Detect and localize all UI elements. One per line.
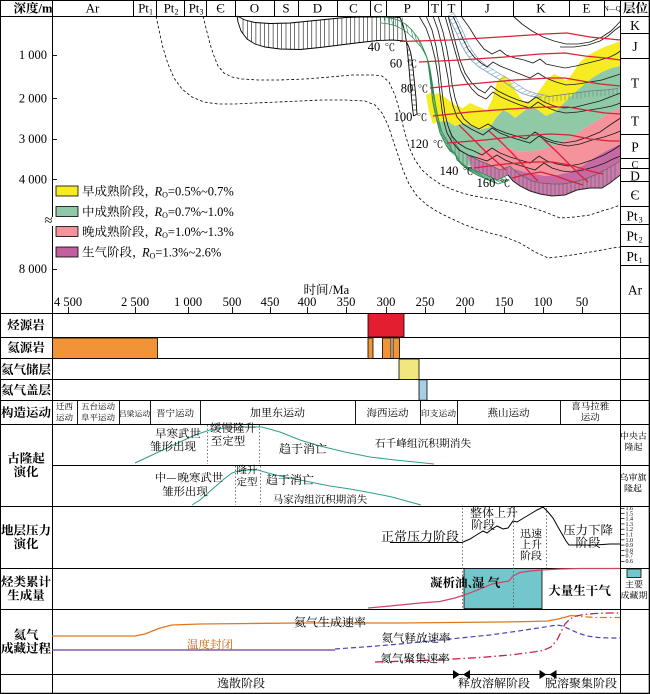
svg-text:Pt: Pt <box>626 249 638 264</box>
svg-text:T: T <box>631 76 640 91</box>
svg-text:E: E <box>583 1 591 16</box>
svg-text:0.7: 0.7 <box>626 554 634 560</box>
svg-text:P: P <box>631 140 639 155</box>
svg-text:RO=1.0%~1.3%: RO=1.0%~1.3% <box>154 225 234 240</box>
svg-text:1.3: 1.3 <box>626 522 634 528</box>
svg-text:J: J <box>632 39 637 54</box>
svg-text:RO=0.5%~0.7%: RO=0.5%~0.7% <box>154 185 234 200</box>
svg-text:100: 100 <box>534 295 553 309</box>
svg-text:450: 450 <box>261 295 280 309</box>
svg-text:1 000: 1 000 <box>174 295 202 309</box>
svg-text:T: T <box>631 114 640 129</box>
svg-text:4 500: 4 500 <box>54 295 82 309</box>
svg-text:D: D <box>630 169 640 184</box>
svg-text:≈: ≈ <box>44 213 52 229</box>
svg-text:Ar: Ar <box>628 283 643 298</box>
svg-text:80: 80 <box>401 82 414 96</box>
svg-text:1: 1 <box>149 8 153 17</box>
svg-text:0.8: 0.8 <box>626 548 634 554</box>
svg-text:/m: /m <box>38 2 53 16</box>
svg-text:400: 400 <box>298 295 317 309</box>
svg-text:3: 3 <box>639 216 643 225</box>
svg-text:Pt: Pt <box>626 229 638 244</box>
svg-text:1.5: 1.5 <box>626 511 634 517</box>
svg-text:0.9: 0.9 <box>626 543 634 549</box>
svg-text:O: O <box>250 1 259 16</box>
svg-text:60: 60 <box>390 57 403 71</box>
svg-text:K: K <box>536 1 546 16</box>
svg-text:150: 150 <box>495 295 514 309</box>
svg-text:2 000: 2 000 <box>19 92 47 106</box>
svg-text:3 000: 3 000 <box>19 132 47 146</box>
svg-text:T: T <box>448 1 456 16</box>
svg-text:350: 350 <box>337 295 356 309</box>
svg-text:8 000: 8 000 <box>19 262 47 276</box>
svg-text:2: 2 <box>639 236 643 245</box>
svg-text:1.0: 1.0 <box>626 538 634 544</box>
svg-text:50: 50 <box>576 295 589 309</box>
svg-text:160: 160 <box>477 176 496 190</box>
svg-text:C: C <box>631 160 638 171</box>
svg-text:Pt: Pt <box>138 1 149 16</box>
svg-text:Ar: Ar <box>86 1 100 16</box>
svg-text:120: 120 <box>410 137 429 151</box>
svg-text:1.1: 1.1 <box>626 533 634 539</box>
svg-text:1.2: 1.2 <box>626 527 634 533</box>
svg-text:3: 3 <box>200 8 204 17</box>
svg-text:T: T <box>431 1 439 16</box>
svg-text:200: 200 <box>456 295 475 309</box>
svg-text:Є: Є <box>631 188 640 203</box>
svg-text:RO=0.7%~1.0%: RO=0.7%~1.0% <box>154 205 234 220</box>
svg-text:RO=1.3%~2.6%: RO=1.3%~2.6% <box>141 246 221 261</box>
svg-text:1.4: 1.4 <box>626 517 634 523</box>
svg-text:2: 2 <box>175 8 179 17</box>
svg-text:40: 40 <box>368 40 381 54</box>
svg-text:250: 250 <box>416 295 435 309</box>
svg-text:0.6: 0.6 <box>626 559 634 565</box>
svg-text:4 000: 4 000 <box>19 173 47 187</box>
svg-text:S: S <box>282 1 289 16</box>
svg-text:2 500: 2 500 <box>121 295 149 309</box>
svg-text:K: K <box>630 18 640 33</box>
svg-text:Pt: Pt <box>164 1 175 16</box>
svg-text:1: 1 <box>639 256 643 265</box>
svg-text:N—Q: N—Q <box>604 5 621 13</box>
svg-text:C: C <box>349 1 358 16</box>
svg-text:J: J <box>485 1 490 16</box>
svg-text:Pt: Pt <box>189 1 200 16</box>
svg-text:100: 100 <box>394 110 413 124</box>
svg-text:Є: Є <box>216 1 225 16</box>
svg-text:300: 300 <box>377 295 396 309</box>
svg-text:P: P <box>404 1 411 16</box>
svg-text:500: 500 <box>223 295 242 309</box>
svg-text:Pt: Pt <box>626 209 638 224</box>
svg-text:1.6: 1.6 <box>626 506 634 512</box>
svg-text:140: 140 <box>440 164 459 178</box>
svg-text:/Ma: /Ma <box>329 283 350 297</box>
svg-text:C: C <box>374 1 383 16</box>
svg-text:1 000: 1 000 <box>19 48 47 62</box>
svg-text:D: D <box>313 1 322 16</box>
